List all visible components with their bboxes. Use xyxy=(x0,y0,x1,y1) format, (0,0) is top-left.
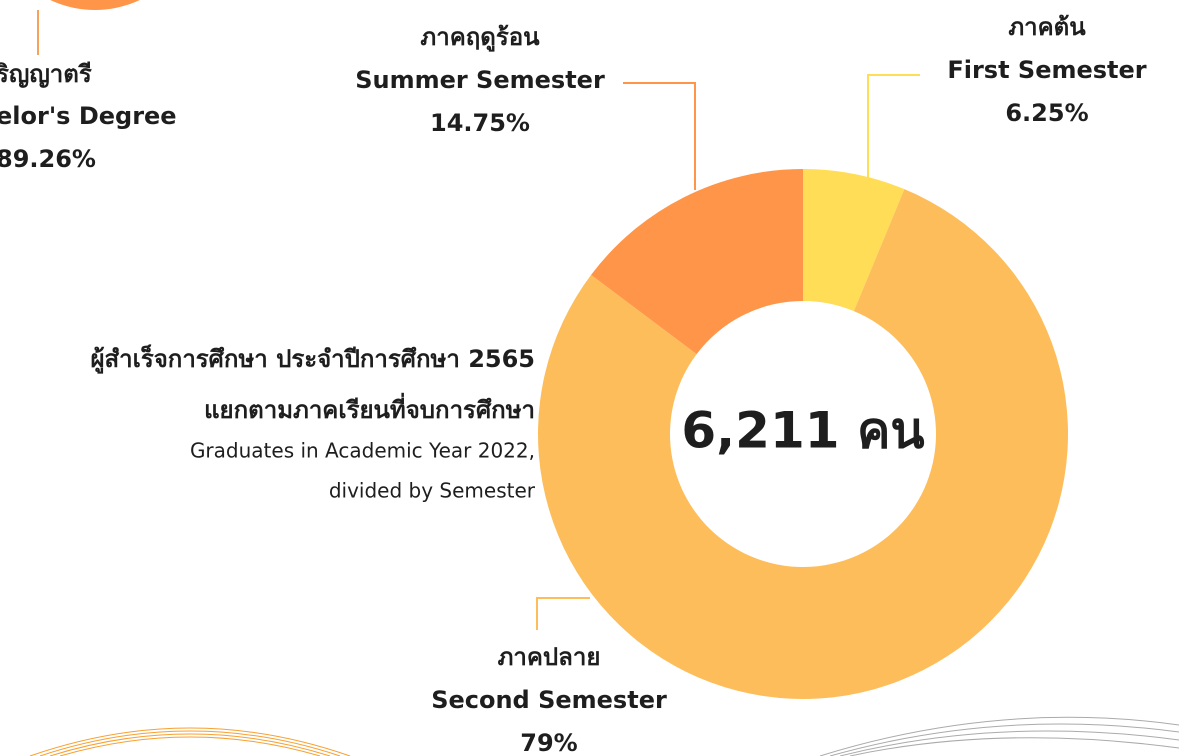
leader-line xyxy=(623,82,696,190)
label-th: ภาคฤดูร้อน xyxy=(420,23,540,52)
label-th: ภาคต้น xyxy=(1008,13,1086,41)
subtitle: Graduates in Academic Year 2022, xyxy=(190,439,535,463)
label-en: Summer Semester xyxy=(355,66,605,94)
slice xyxy=(803,169,905,312)
label-en: First Semester xyxy=(947,56,1146,84)
decoration xyxy=(819,716,1179,756)
title: แยกตามภาคเรียนที่จบการศึกษา xyxy=(204,392,535,424)
partial-label: 89.26% xyxy=(0,145,96,173)
center-label: 6,211 คน xyxy=(681,402,924,460)
partial-label: elor's Degree xyxy=(0,102,177,130)
value-label: 6.25% xyxy=(1005,99,1088,127)
value-label: 14.75% xyxy=(430,109,530,137)
slice xyxy=(538,189,1069,699)
leader-line xyxy=(536,597,590,630)
decoration xyxy=(29,727,351,756)
value-label: 79% xyxy=(520,729,577,756)
label-en: Second Semester xyxy=(431,686,667,714)
slice xyxy=(591,169,803,355)
label-th: ภาคปลาย xyxy=(498,643,601,671)
partial-donut xyxy=(50,0,140,10)
partial-label: ริญญาตรี xyxy=(0,60,92,88)
leader-line xyxy=(867,74,920,178)
title: ผู้สำเร็จการศึกษา ประจำปีการศึกษา 2565 xyxy=(90,344,535,374)
subtitle: divided by Semester xyxy=(329,479,536,503)
